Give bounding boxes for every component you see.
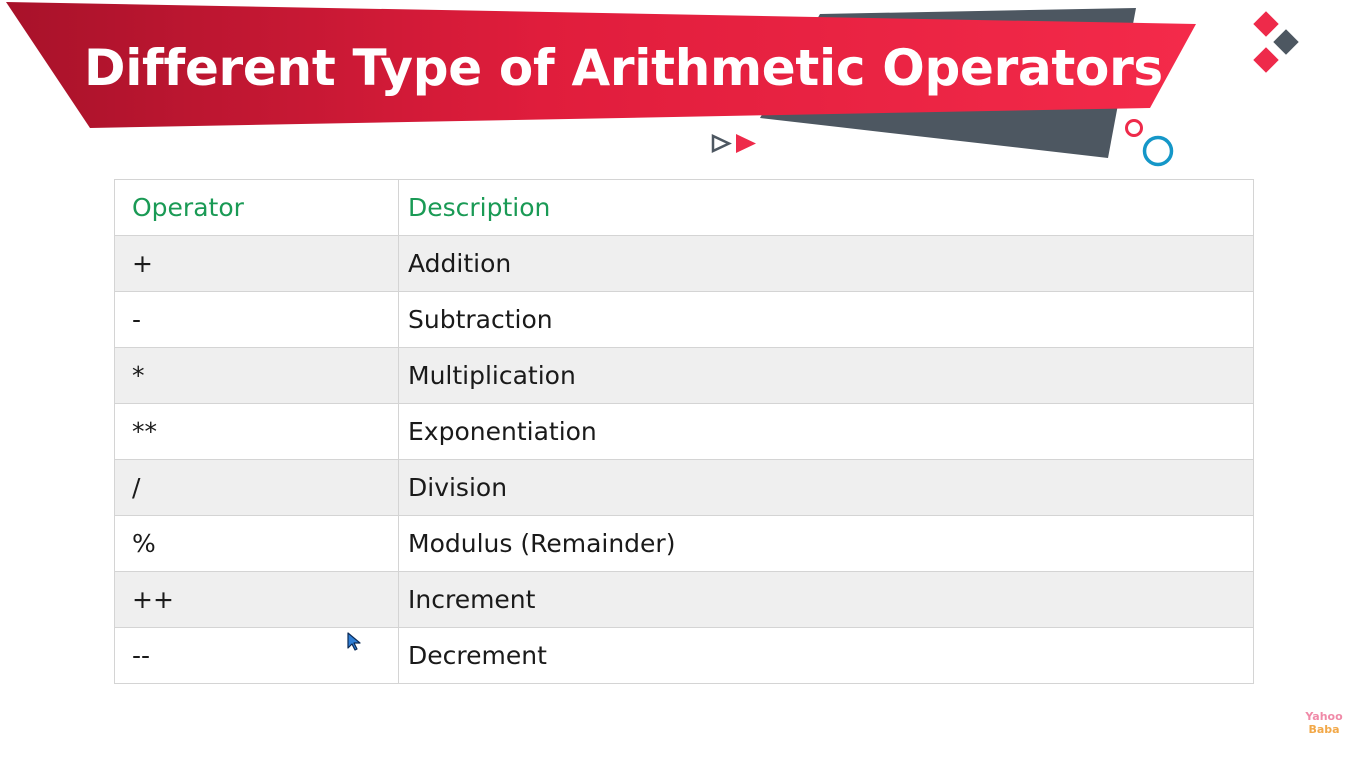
table-row: * Multiplication	[114, 347, 1254, 404]
table-row: -- Decrement	[114, 627, 1254, 684]
operator-cell: -	[114, 291, 399, 348]
operators-table: Operator Description + Addition - Subtra…	[114, 179, 1254, 684]
description-cell: Addition	[398, 235, 1254, 292]
blue-circle-icon	[1142, 135, 1174, 167]
operator-cell: ++	[114, 571, 399, 628]
play-red-icon	[736, 134, 756, 153]
channel-logo: Yahoo Baba	[1300, 710, 1348, 736]
description-cell: Subtraction	[398, 291, 1254, 348]
operator-cell: **	[114, 403, 399, 460]
description-cell: Division	[398, 459, 1254, 516]
description-cell: Exponentiation	[398, 403, 1254, 460]
banner-red-shape	[6, 2, 1196, 128]
small-red-circle-icon	[1125, 119, 1143, 137]
description-cell: Modulus (Remainder)	[398, 515, 1254, 572]
logo-line-2: Baba	[1308, 723, 1340, 736]
play-outline-icon	[711, 134, 732, 153]
operator-cell: --	[114, 627, 399, 684]
table-row: - Subtraction	[114, 291, 1254, 348]
table-row: + Addition	[114, 235, 1254, 292]
table-row: / Division	[114, 459, 1254, 516]
operator-cell: +	[114, 235, 399, 292]
operator-cell: %	[114, 515, 399, 572]
title-banner	[6, 2, 1299, 167]
red-diamond-lower-icon	[1253, 47, 1279, 73]
description-cell: Decrement	[398, 627, 1254, 684]
logo-line-1: Yahoo	[1305, 710, 1343, 723]
header-description: Description	[398, 179, 1254, 236]
table-header-row: Operator Description	[114, 179, 1254, 236]
table-row: % Modulus (Remainder)	[114, 515, 1254, 572]
operator-cell: /	[114, 459, 399, 516]
slide-title: Different Type of Arithmetic Operators :	[84, 39, 1200, 97]
red-diamond-icon	[1253, 11, 1279, 37]
table-row: ** Exponentiation	[114, 403, 1254, 460]
table-row: ++ Increment	[114, 571, 1254, 628]
operator-cell: *	[114, 347, 399, 404]
description-cell: Multiplication	[398, 347, 1254, 404]
header-operator: Operator	[114, 179, 399, 236]
mouse-pointer-icon	[347, 632, 361, 651]
description-cell: Increment	[398, 571, 1254, 628]
gray-diamond-icon	[1273, 29, 1299, 55]
